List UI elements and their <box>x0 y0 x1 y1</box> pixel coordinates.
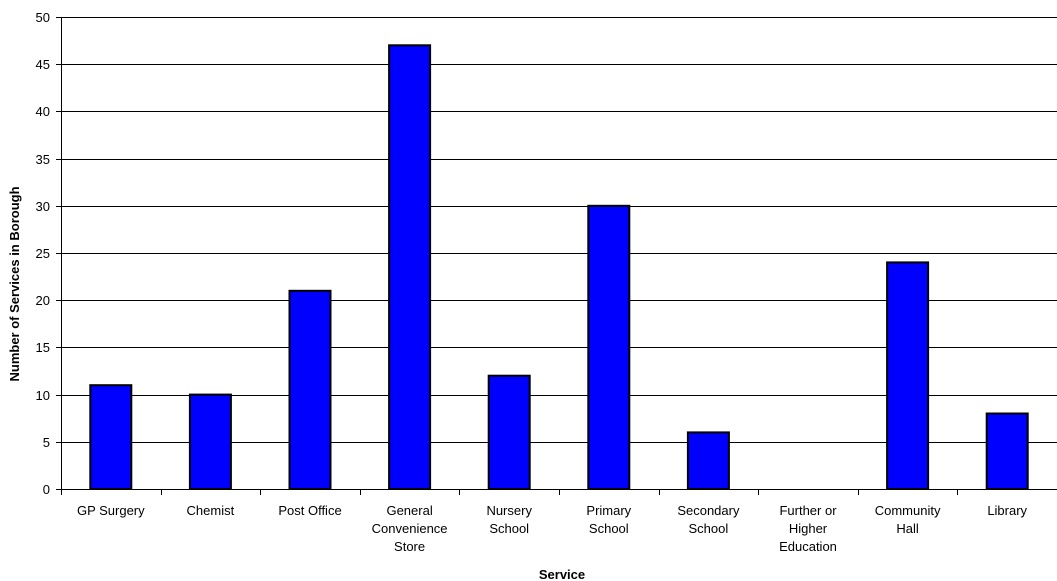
x-category-label: Education <box>779 539 837 554</box>
bar <box>985 412 1029 490</box>
x-category-label: Further or <box>779 503 837 518</box>
bar <box>188 393 232 491</box>
y-tick-label: 0 <box>43 482 50 497</box>
bar <box>886 261 930 490</box>
y-tick-label: 15 <box>36 340 50 355</box>
bar <box>388 44 432 491</box>
y-tick-label: 40 <box>36 104 50 119</box>
bar <box>89 384 133 491</box>
x-category-label: Secondary <box>677 503 740 518</box>
bar <box>288 289 332 490</box>
x-category-label: Community <box>875 503 941 518</box>
x-category-label: School <box>689 521 729 536</box>
axes <box>56 17 1057 495</box>
x-category-label: Convenience <box>372 521 448 536</box>
x-category-label: Chemist <box>187 503 235 518</box>
x-category-label: Higher <box>789 521 828 536</box>
y-tick-label: 25 <box>36 246 50 261</box>
x-category-label: Post Office <box>278 503 341 518</box>
x-category-label: GP Surgery <box>77 503 145 518</box>
x-category-label: Store <box>394 539 425 554</box>
x-axis-title: Service <box>539 567 585 581</box>
y-tick-label: 20 <box>36 293 50 308</box>
x-category-label: Nursery <box>486 503 532 518</box>
x-category-label: School <box>489 521 529 536</box>
y-tick-label: 30 <box>36 199 50 214</box>
x-category-label: Hall <box>896 521 919 536</box>
x-category-label: General <box>386 503 432 518</box>
y-tick-label: 35 <box>36 152 50 167</box>
y-axis-title: Number of Services in Borough <box>7 186 22 381</box>
x-category-label: Primary <box>586 503 631 518</box>
x-category-labels: GP Surgery Chemist Post Office General Conve… <box>77 503 1028 554</box>
y-tick-labels: 0 5 10 15 20 25 30 35 40 45 50 <box>36 10 50 497</box>
x-category-label: Library <box>987 503 1027 518</box>
bar <box>487 374 531 491</box>
x-category-label: School <box>589 521 629 536</box>
y-tick-label: 10 <box>36 388 50 403</box>
y-tick-label: 50 <box>36 10 50 25</box>
bar <box>587 204 631 491</box>
y-tick-label: 5 <box>43 435 50 450</box>
y-tick-label: 45 <box>36 57 50 72</box>
bar <box>686 431 730 490</box>
